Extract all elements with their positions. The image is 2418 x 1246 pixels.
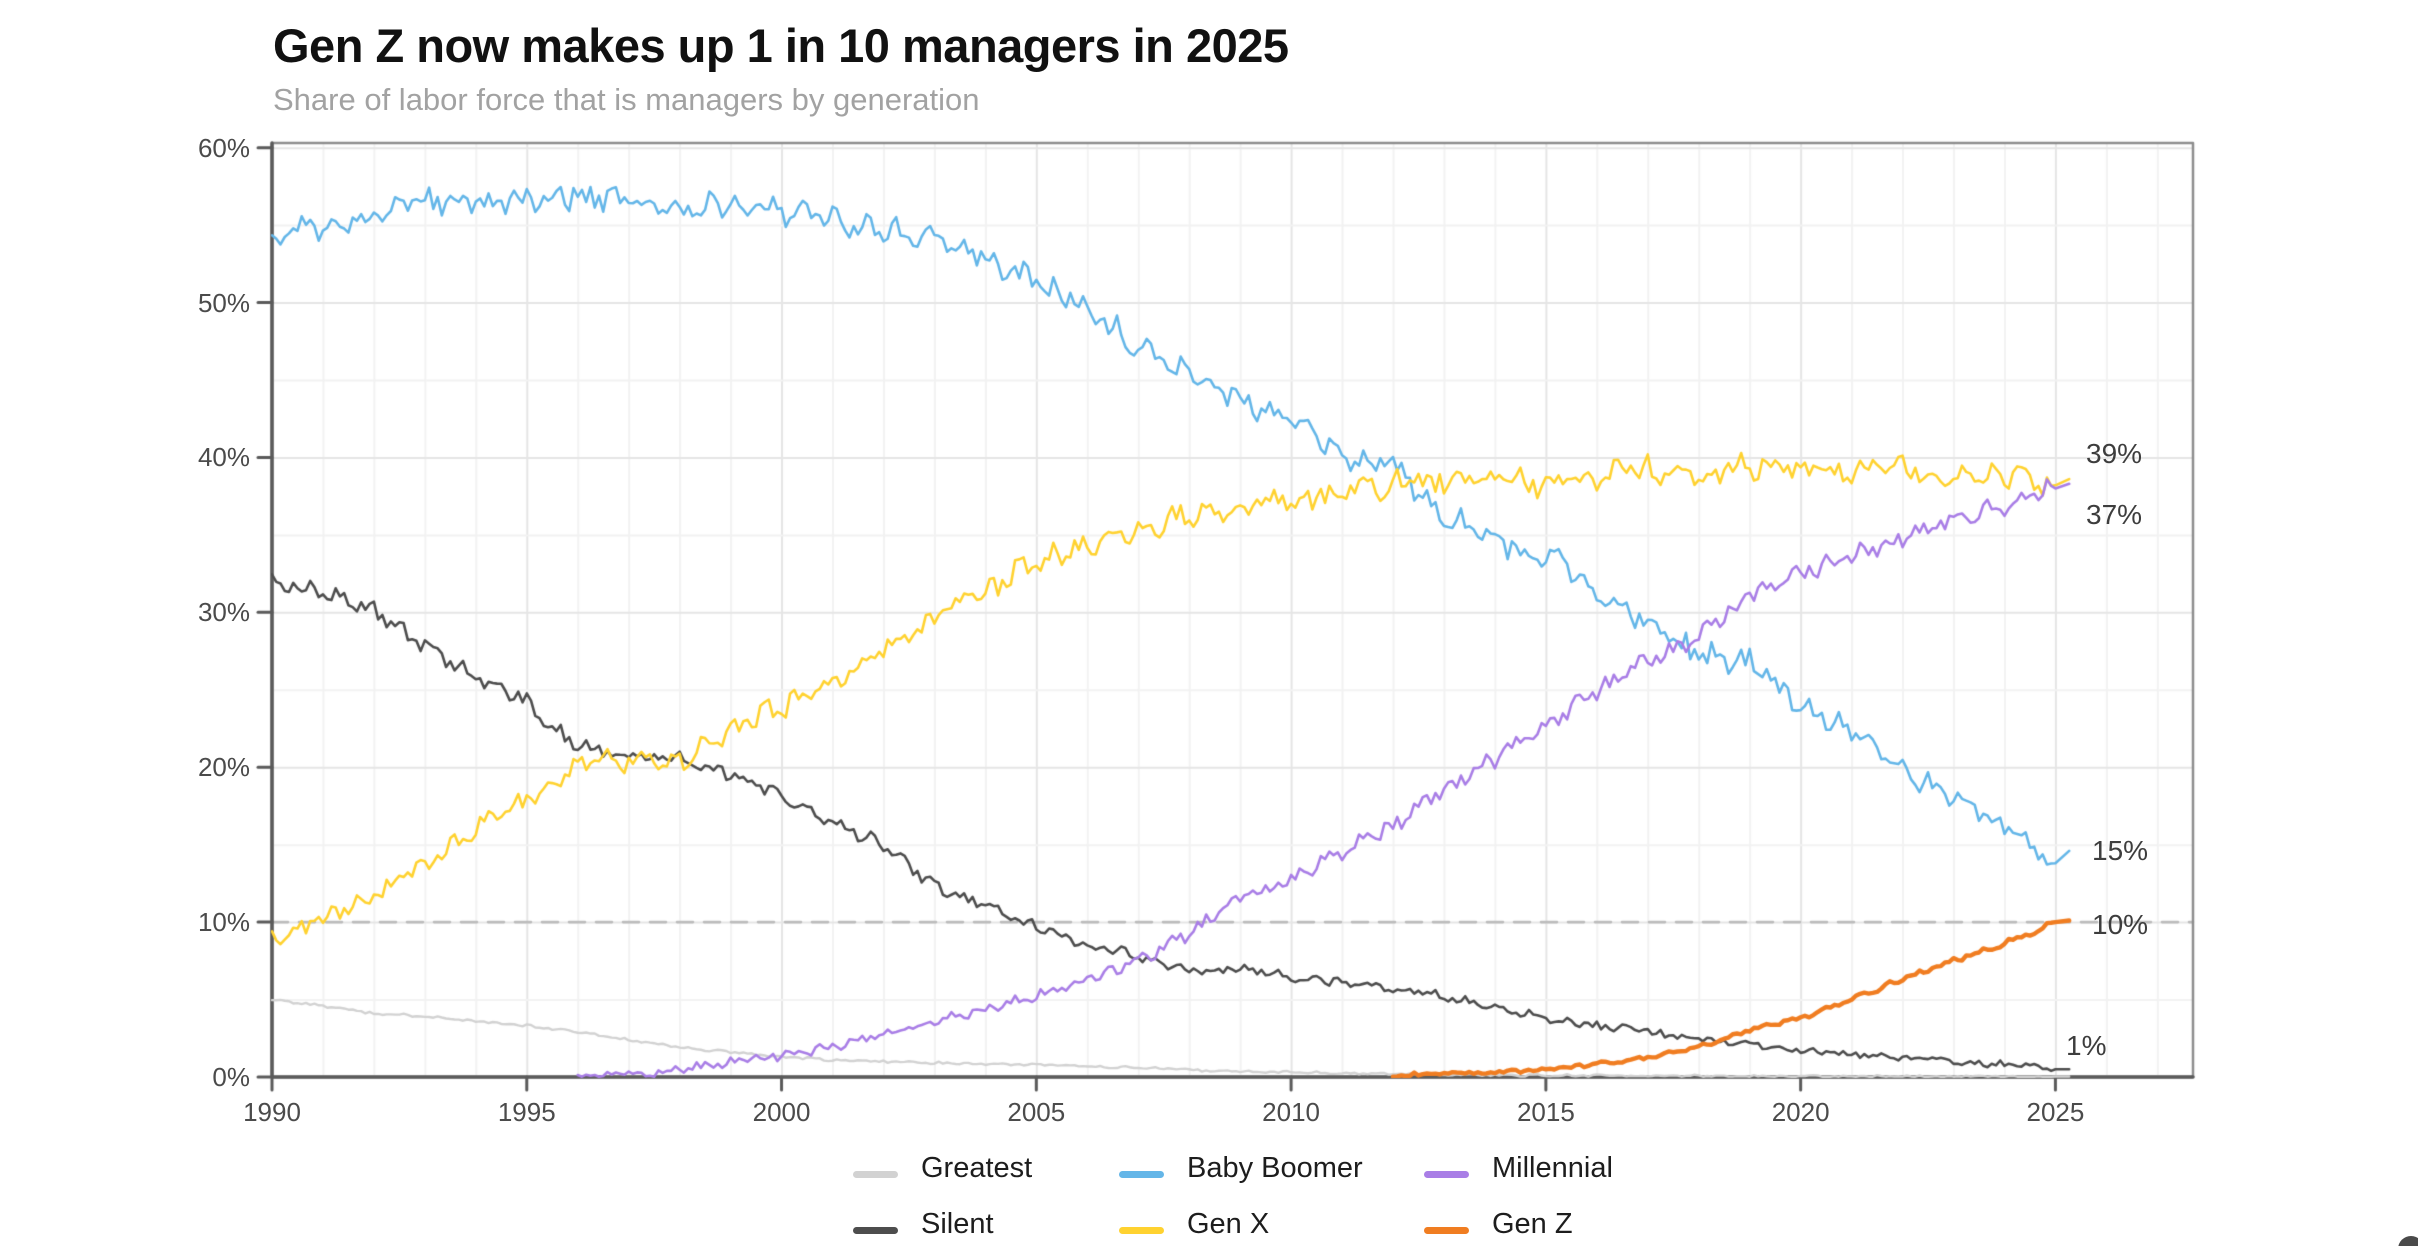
x-axis-tick-label: 2025	[2026, 1097, 2085, 1127]
y-axis-tick-label: 10%	[197, 907, 250, 938]
chart-subtitle: Share of labor force that is managers by…	[273, 82, 980, 117]
legend-item-gen-z: Gen Z	[1424, 1208, 1573, 1241]
legend-swatch	[1424, 1227, 1469, 1234]
legend-label: Silent	[921, 1208, 994, 1240]
y-axis-tick-label: 20%	[197, 752, 250, 783]
cropped-corner-logo	[2398, 1236, 2418, 1246]
series-end-label: 10%	[2092, 909, 2149, 941]
legend-item-greatest: Greatest	[853, 1152, 1032, 1185]
series-end-label: 1%	[2066, 1030, 2107, 1062]
x-axis-tick-label: 1995	[497, 1097, 556, 1127]
legend-swatch	[853, 1227, 898, 1234]
legend-swatch	[1119, 1171, 1164, 1178]
y-axis-tick-label: 40%	[197, 442, 250, 473]
x-axis-tick-label: 2015	[1516, 1097, 1575, 1127]
series-end-label: 39%	[2086, 438, 2143, 470]
legend-swatch	[1119, 1227, 1164, 1234]
x-axis-tick-label: 2005	[1007, 1097, 1066, 1127]
series-end-label: 15%	[2092, 834, 2149, 866]
legend-item-baby-boomer: Baby Boomer	[1119, 1152, 1363, 1185]
x-axis-tick-label: 1990	[243, 1097, 301, 1127]
y-axis-tick-label: 30%	[197, 597, 250, 628]
x-axis-tick-label: 2010	[1262, 1097, 1321, 1127]
legend-label: Greatest	[921, 1152, 1033, 1184]
legend-item-millennial: Millennial	[1424, 1152, 1613, 1185]
y-axis-tick-label: 60%	[197, 132, 250, 163]
y-axis-tick-label: 0%	[212, 1062, 250, 1092]
x-axis-tick-label: 2020	[1771, 1097, 1830, 1127]
legend-label: Baby Boomer	[1187, 1152, 1363, 1184]
legend-label: Millennial	[1492, 1152, 1613, 1184]
chart-title: Gen Z now makes up 1 in 10 managers in 2…	[273, 19, 1289, 72]
legend-item-gen-x: Gen X	[1119, 1208, 1269, 1241]
y-axis-tick-label: 50%	[197, 287, 250, 318]
series-end-label: 37%	[2086, 498, 2143, 530]
legend-swatch	[1424, 1171, 1469, 1178]
legend-swatch	[853, 1171, 898, 1178]
legend-label: Gen X	[1187, 1208, 1270, 1240]
x-axis-tick-label: 2000	[752, 1097, 811, 1127]
legend-item-silent: Silent	[853, 1208, 994, 1241]
legend-label: Gen Z	[1492, 1208, 1573, 1240]
